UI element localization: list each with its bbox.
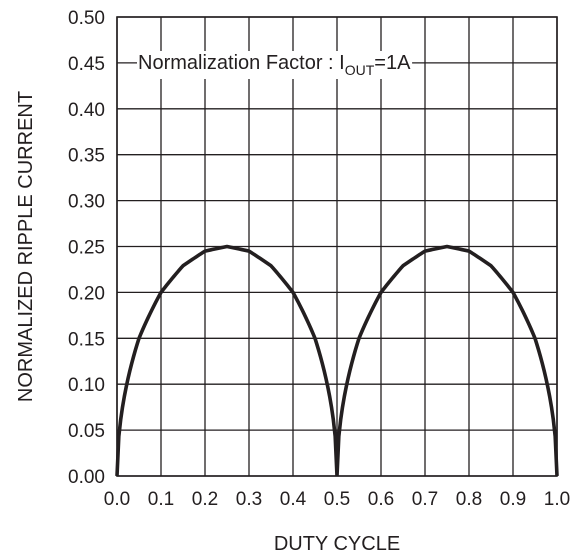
y-tick-label: 0.40 (68, 100, 105, 121)
y-axis-label: NORMALIZED RIPPLE CURRENT (15, 91, 37, 402)
y-tick-label: 0.20 (68, 283, 105, 304)
x-tick-label: 0.1 (148, 489, 174, 510)
y-tick-labels: 0.00 0.05 0.10 0.15 0.20 0.25 0.30 0.35 0.40 0.45… (68, 8, 105, 488)
x-tick-label: 0.8 (456, 489, 482, 510)
series-line (115, 244, 559, 477)
x-tick-label: 0.5 (324, 489, 350, 510)
annotation-suffix: =1A (374, 52, 411, 74)
x-tick-label: 0.6 (368, 489, 394, 510)
x-tick-label: 0.3 (236, 489, 262, 510)
x-tick-label: 0.4 (280, 489, 307, 510)
annotation-prefix: Normalization Factor : I (138, 52, 345, 74)
y-tick-label: 0.25 (68, 238, 105, 259)
x-tick-label: 0.0 (104, 489, 130, 510)
x-axis-label: DUTY CYCLE (274, 533, 400, 555)
annotation-subscript: OUT (345, 62, 375, 78)
x-tick-label: 1.0 (544, 489, 570, 510)
y-tick-label: 0.30 (68, 192, 105, 213)
y-tick-label: 0.00 (68, 467, 105, 488)
normalization-annotation: Normalization Factor : IOUT=1A (137, 51, 413, 79)
x-tick-label: 0.7 (412, 489, 438, 510)
x-tick-label: 0.9 (500, 489, 526, 510)
y-tick-label: 0.35 (68, 146, 105, 167)
x-tick-label: 0.2 (192, 489, 218, 510)
y-tick-label: 0.15 (68, 329, 105, 350)
series-layer (115, 244, 559, 477)
annotation-background (137, 51, 413, 79)
x-tick-labels: 0.0 0.1 0.2 0.3 0.4 0.5 0.6 0.7 0.8 0.9 1.0 (104, 489, 570, 510)
y-tick-label: 0.45 (68, 54, 105, 75)
y-tick-label: 0.10 (68, 375, 105, 396)
grid (116, 16, 558, 477)
y-tick-label: 0.50 (68, 8, 105, 29)
y-tick-label: 0.05 (68, 421, 105, 442)
annotation-text: Normalization Factor : IOUT=1A (138, 52, 411, 78)
